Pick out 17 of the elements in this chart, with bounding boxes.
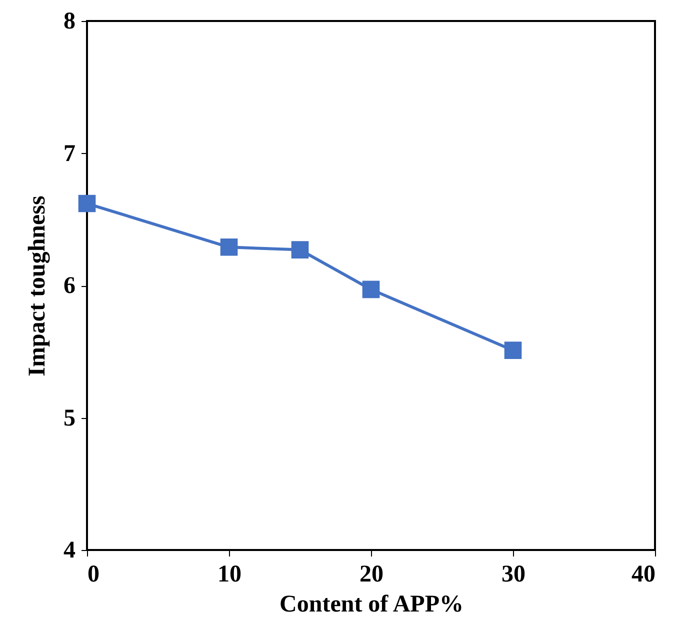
- y-tick-label: 4: [64, 538, 76, 564]
- y-tick-label: 8: [64, 8, 76, 34]
- y-tick-label: 6: [64, 273, 76, 299]
- point: [362, 280, 380, 298]
- x-tick-label: 20: [360, 562, 384, 588]
- y-tick-label: 5: [64, 405, 76, 432]
- x-tick-label: 40: [632, 562, 656, 588]
- x-axis-title: Content of APP%: [280, 592, 464, 618]
- y-tick-label: 7: [64, 140, 76, 167]
- point: [291, 241, 309, 258]
- x-tick-label: 30: [502, 562, 526, 588]
- point: [504, 342, 522, 359]
- y-axis-title: Impact toughness: [24, 196, 50, 376]
- x-tick-label: 0: [88, 562, 100, 588]
- point: [220, 238, 238, 256]
- x-tick-label: 10: [218, 562, 242, 588]
- point: [78, 194, 96, 212]
